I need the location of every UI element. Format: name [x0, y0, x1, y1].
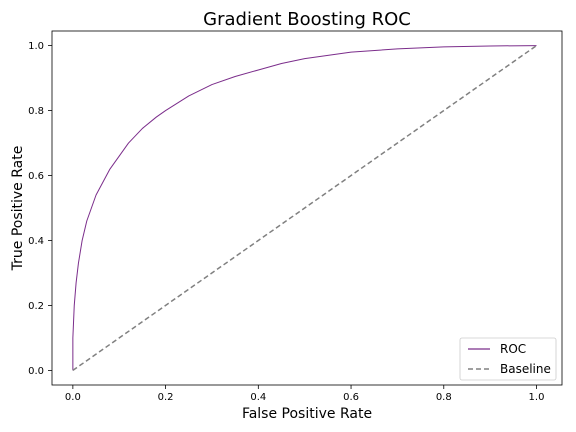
plot-frame	[51, 30, 563, 386]
y-tick-label: 1.0	[28, 41, 44, 52]
legend-label-roc: ROC	[500, 342, 526, 356]
x-tick-label: 1.0	[529, 392, 545, 403]
y-axis: 0.0 0.2 0.4 0.6 0.8 1.0	[28, 41, 52, 377]
series-line-baseline	[72, 44, 537, 372]
x-tick-label: 0.6	[343, 392, 359, 403]
y-tick-label: 0.8	[28, 106, 44, 117]
x-tick-label: 0.4	[250, 392, 266, 403]
plot-lines	[72, 44, 537, 372]
y-tick-label: 0.4	[28, 236, 44, 247]
x-tick-label: 0.2	[158, 392, 174, 403]
chart-title: Gradient Boosting ROC	[203, 9, 411, 30]
y-axis-title: True Positive Rate	[10, 146, 26, 272]
y-tick-label: 0.0	[28, 366, 44, 377]
x-axis: 0.0 0.2 0.4 0.6 0.8 1.0	[65, 385, 545, 403]
y-tick-label: 0.2	[28, 301, 44, 312]
x-axis-title: False Positive Rate	[242, 406, 372, 422]
series-line-roc	[72, 45, 537, 371]
legend-label-baseline: Baseline	[500, 362, 551, 376]
y-tick-label: 0.6	[28, 171, 44, 182]
x-tick-label: 0.8	[436, 392, 452, 403]
x-tick-label: 0.0	[65, 392, 81, 403]
legend: ROC Baseline	[459, 337, 557, 381]
